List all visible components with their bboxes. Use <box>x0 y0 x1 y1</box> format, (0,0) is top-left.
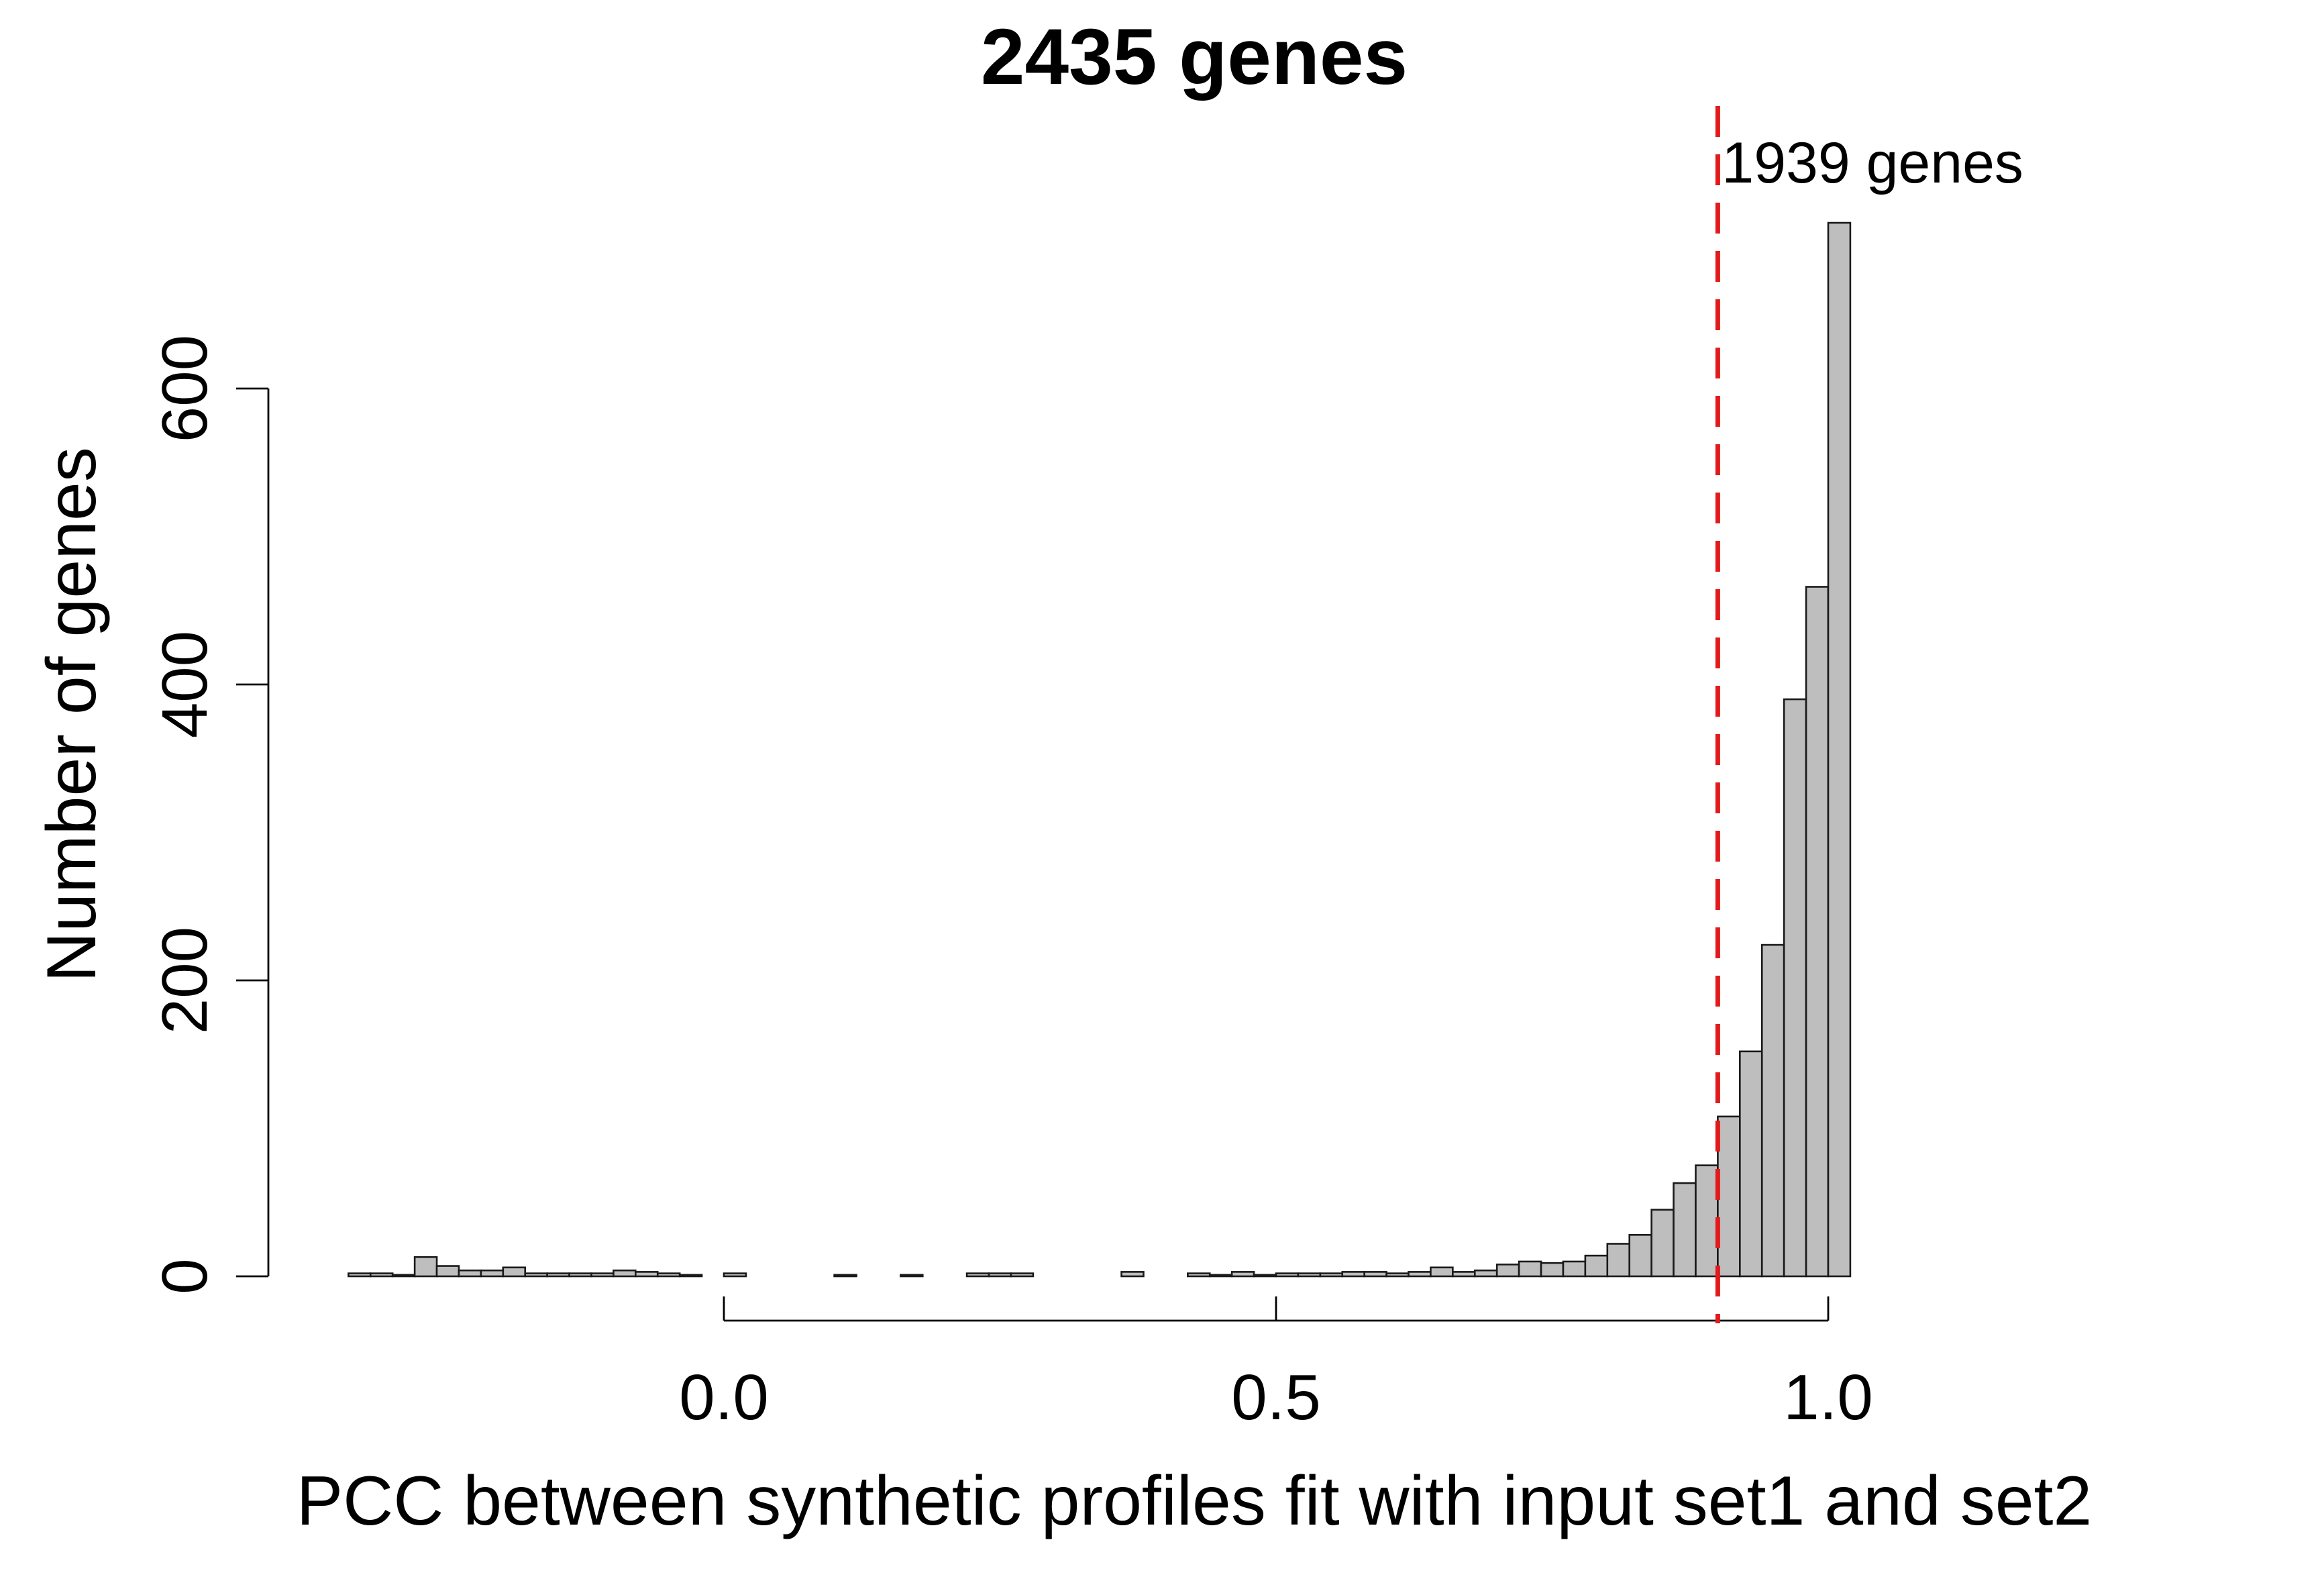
histogram-bar <box>1540 1262 1565 1278</box>
histogram-bar <box>613 1269 637 1278</box>
histogram-bar <box>1297 1272 1322 1278</box>
histogram-bar <box>546 1272 570 1278</box>
x-axis-label: PCC between synthetic profiles fit with … <box>297 1462 2093 1540</box>
histogram-bar <box>502 1266 527 1278</box>
histogram-bar <box>1230 1271 1255 1278</box>
histogram-bar <box>590 1272 615 1278</box>
y-tick-label: 600 <box>149 335 221 442</box>
histogram-bar <box>1253 1274 1277 1278</box>
histogram-bar <box>1275 1272 1300 1278</box>
histogram-bar <box>1363 1271 1387 1278</box>
histogram-bar <box>1341 1271 1365 1278</box>
x-tick-label: 0.0 <box>679 1362 768 1433</box>
histogram-bar <box>1650 1209 1675 1278</box>
histogram-bar <box>1783 698 1807 1278</box>
histogram-bars <box>348 221 1852 1278</box>
threshold-label: 1939 genes <box>1722 131 2023 195</box>
histogram-bar <box>1584 1254 1609 1278</box>
x-tick-label: 1.0 <box>1783 1362 1872 1433</box>
histogram-bar <box>656 1272 681 1278</box>
x-axis: 0.0 0.5 1.0 <box>679 1296 1873 1433</box>
histogram-bar <box>900 1274 924 1278</box>
histogram-bar <box>1010 1272 1035 1278</box>
histogram-bar <box>1628 1233 1652 1278</box>
histogram-bar <box>1408 1271 1432 1278</box>
histogram-bar <box>1695 1164 1719 1278</box>
histogram-bar <box>1673 1182 1697 1278</box>
threshold-marker: 1939 genes <box>1715 106 2023 1323</box>
histogram-bar <box>480 1269 505 1278</box>
histogram-bar <box>1319 1272 1344 1278</box>
histogram-bar <box>369 1272 394 1278</box>
y-tick-label: 400 <box>149 631 221 738</box>
histogram-bar <box>391 1274 416 1278</box>
histogram-bar <box>635 1271 659 1278</box>
histogram-bar <box>348 1272 372 1278</box>
histogram-bar <box>678 1274 703 1278</box>
y-axis-label: Number of genes <box>33 447 111 982</box>
histogram-bar <box>1473 1269 1498 1278</box>
histogram-bar <box>1606 1243 1631 1278</box>
y-tick-label: 0 <box>149 1258 221 1294</box>
histogram-bar <box>435 1265 460 1278</box>
y-tick-label: 200 <box>149 927 221 1034</box>
histogram-bar <box>1827 221 1852 1278</box>
histogram-bar <box>1385 1272 1410 1278</box>
histogram-bar <box>1805 586 1830 1278</box>
histogram-bar <box>1739 1050 1763 1278</box>
histogram-bar <box>988 1272 1012 1278</box>
histogram-bar <box>1495 1264 1520 1278</box>
histogram-bar <box>1717 1115 1741 1278</box>
x-tick-label: 0.5 <box>1231 1362 1320 1433</box>
histogram-bar <box>1187 1272 1211 1278</box>
histogram-bar <box>1208 1274 1233 1278</box>
histogram-bar <box>1518 1260 1542 1278</box>
histogram-bar <box>1452 1271 1476 1278</box>
y-axis: 0 200 400 600 <box>149 335 270 1294</box>
histogram-bar <box>1430 1266 1454 1278</box>
histogram-bar <box>413 1256 438 1278</box>
histogram-bar <box>833 1274 857 1278</box>
histogram-bar <box>568 1272 592 1278</box>
histogram-bar <box>1760 943 1785 1278</box>
histogram-bar <box>965 1272 990 1278</box>
histogram-bar <box>1562 1260 1587 1278</box>
histogram-bar <box>458 1269 482 1278</box>
chart-title: 2435 genes <box>981 13 1408 101</box>
histogram-bar <box>1120 1271 1145 1278</box>
histogram-bar <box>524 1272 548 1278</box>
histogram-bar <box>723 1272 747 1278</box>
